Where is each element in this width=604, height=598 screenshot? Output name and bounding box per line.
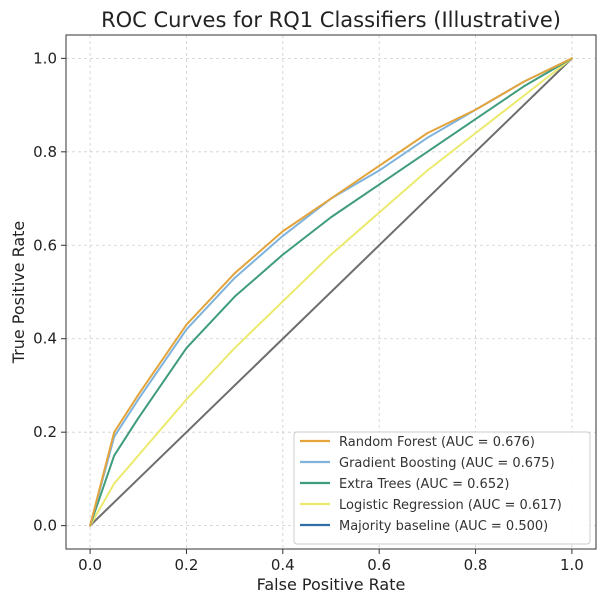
legend-label: Gradient Boosting (AUC = 0.675) <box>339 456 555 471</box>
x-tick-label: 0.2 <box>175 556 199 574</box>
y-tick-label: 1.0 <box>33 49 57 67</box>
x-axis-label: False Positive Rate <box>257 575 406 594</box>
x-tick-label: 0.8 <box>464 556 488 574</box>
legend-label: Majority baseline (AUC = 0.500) <box>339 519 548 534</box>
axis-ticks: 0.0 0.2 0.4 0.6 0.8 1.0 0.0 0.2 0.4 0.6 0.8 1.0 <box>33 49 584 574</box>
legend-label: Logistic Regression (AUC = 0.617) <box>339 498 562 513</box>
x-tick-label: 0.4 <box>271 556 295 574</box>
roc-curve-2 <box>89 57 573 527</box>
legend-items: Random Forest (AUC = 0.676) Gradient Boos… <box>300 435 562 534</box>
legend-label: Extra Trees (AUC = 0.652) <box>339 477 509 492</box>
y-tick-label: 0.2 <box>33 423 57 441</box>
chart-title: ROC Curves for RQ1 Classifiers (Illustra… <box>101 8 561 32</box>
y-axis-label: True Positive Rate <box>9 221 28 365</box>
roc-curve-3 <box>89 57 573 527</box>
legend-box <box>293 431 591 545</box>
y-tick-label: 0.8 <box>33 143 57 161</box>
y-tick-label: 0.4 <box>33 330 57 348</box>
plot-frame <box>65 34 597 550</box>
x-tick-label: 1.0 <box>560 556 584 574</box>
legend-label: Random Forest (AUC = 0.676) <box>339 435 535 450</box>
legend: Random Forest (AUC = 0.676) Gradient Boos… <box>293 431 591 545</box>
x-tick-label: 0.0 <box>78 556 102 574</box>
y-tick-label: 0.6 <box>33 236 57 254</box>
x-tick-label: 0.6 <box>367 556 391 574</box>
roc-curve-4 <box>89 57 573 527</box>
series-lines <box>89 57 573 527</box>
roc-curve-0 <box>89 57 573 527</box>
y-tick-label: 0.0 <box>33 517 57 535</box>
